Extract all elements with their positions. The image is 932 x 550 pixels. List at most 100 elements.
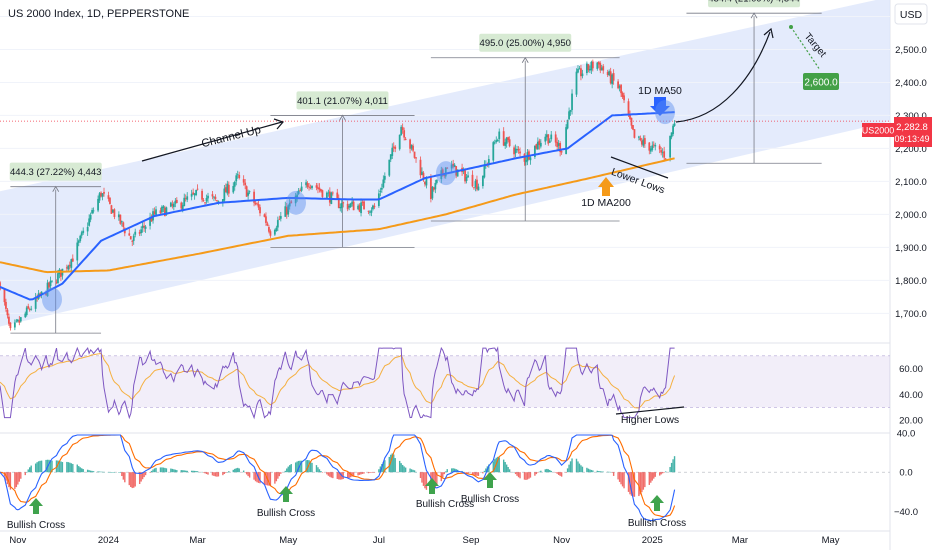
candle-body <box>134 231 137 235</box>
currency-button[interactable] <box>894 3 928 25</box>
macd-histogram-bar <box>76 464 78 473</box>
rsi-tick-label: 40.00 <box>899 390 923 401</box>
candle-body <box>49 280 52 287</box>
candle-body <box>410 144 413 149</box>
candle-body <box>351 201 354 205</box>
candle-body <box>97 198 99 211</box>
macd-histogram-bar <box>473 472 475 476</box>
candle-body <box>257 204 260 208</box>
ma50-line <box>0 111 675 301</box>
macd-histogram-bar <box>164 467 166 473</box>
candle-body <box>226 183 229 194</box>
macd-histogram-bar <box>540 470 542 473</box>
candle-body <box>186 196 189 200</box>
candle-body <box>76 242 79 261</box>
candle-body <box>627 101 630 116</box>
macd-histogram-bar <box>275 472 278 482</box>
macd-histogram-bar <box>361 472 364 474</box>
candle-body <box>544 136 547 142</box>
candle-body <box>174 200 177 204</box>
price-tick-label: 2,500.0 <box>895 45 927 56</box>
candle-body <box>318 187 321 190</box>
macd-histogram-bar <box>161 467 163 473</box>
macd-histogram-bar <box>425 472 428 490</box>
candle-body <box>308 186 310 188</box>
candle-body <box>193 193 196 196</box>
macd-histogram-bar <box>299 460 301 473</box>
candle-body <box>464 170 466 182</box>
rsi-tick-label: 60.00 <box>899 364 923 375</box>
candle-body <box>639 138 642 141</box>
macd-histogram-bar <box>268 472 270 486</box>
bullish-cross-arrow-icon <box>483 472 497 488</box>
candle-body <box>403 130 406 138</box>
candle-body <box>217 201 220 203</box>
macd-histogram-bar <box>601 471 603 473</box>
time-tick-label: Mar <box>189 535 205 546</box>
macd-histogram-bar <box>565 472 567 473</box>
candle-body <box>46 282 49 297</box>
macd-histogram-bar <box>269 472 272 486</box>
candle-body <box>348 205 351 208</box>
macd-histogram-bar <box>450 468 453 473</box>
macd-histogram-bar <box>348 472 350 478</box>
ma50-arrow-icon <box>650 97 670 116</box>
time-tick-label: Nov <box>9 535 26 546</box>
candle-body <box>548 140 551 143</box>
macd-histogram-bar <box>238 468 240 473</box>
candle-body <box>224 187 227 193</box>
candle-body <box>514 148 517 154</box>
macd-histogram-bar <box>153 468 156 473</box>
candle-body <box>3 289 6 303</box>
macd-histogram-bar <box>289 465 291 473</box>
macd-histogram-bar <box>180 470 182 473</box>
macd-histogram-bar <box>403 466 405 473</box>
macd-histogram-bar <box>513 471 515 473</box>
macd-histogram-bar <box>578 463 581 473</box>
macd-histogram-bar <box>534 472 536 476</box>
macd-histogram-bar <box>290 464 292 473</box>
macd-histogram-bar <box>67 462 70 473</box>
candle-body <box>389 154 392 160</box>
candle-body <box>557 143 560 146</box>
macd-histogram-bar <box>26 472 28 473</box>
candle-body <box>296 194 299 198</box>
macd-histogram-bar <box>413 470 416 473</box>
candle-body <box>159 210 162 214</box>
macd-histogram-bar <box>544 469 546 473</box>
candle-body <box>192 192 195 195</box>
macd-histogram-bar <box>611 472 613 473</box>
macd-histogram-bar <box>118 472 120 473</box>
candle-body <box>495 140 498 143</box>
macd-histogram-bar <box>107 471 110 473</box>
macd-histogram-bar <box>589 469 591 473</box>
candle-body <box>612 73 615 81</box>
time-tick-label: 2025 <box>642 535 663 546</box>
macd-histogram-bar <box>497 456 499 473</box>
candle-body <box>297 190 300 194</box>
macd-histogram-bar <box>546 468 548 473</box>
candle-body <box>265 216 267 223</box>
candle-body <box>284 206 287 217</box>
measure-label-box <box>708 0 801 8</box>
macd-histogram-bar <box>483 470 486 473</box>
macd-histogram-bar <box>34 463 37 473</box>
macd-histogram-bar <box>653 472 655 479</box>
candle-body <box>315 185 318 188</box>
macd-histogram-bar <box>36 462 38 473</box>
macd-histogram-bar <box>217 472 220 477</box>
macd-histogram-bar <box>39 460 41 473</box>
macd-histogram-bar <box>618 472 621 482</box>
macd-histogram-bar <box>669 466 671 473</box>
macd-histogram-bar <box>204 472 206 474</box>
candle-body <box>45 291 47 296</box>
candle-body <box>77 240 80 243</box>
candle-body <box>195 189 198 195</box>
candle-body <box>28 309 31 311</box>
candle-body <box>153 211 156 214</box>
candle-body <box>100 192 102 197</box>
candle-body <box>171 204 174 206</box>
candle-body <box>654 145 657 147</box>
candle-body <box>214 196 217 199</box>
